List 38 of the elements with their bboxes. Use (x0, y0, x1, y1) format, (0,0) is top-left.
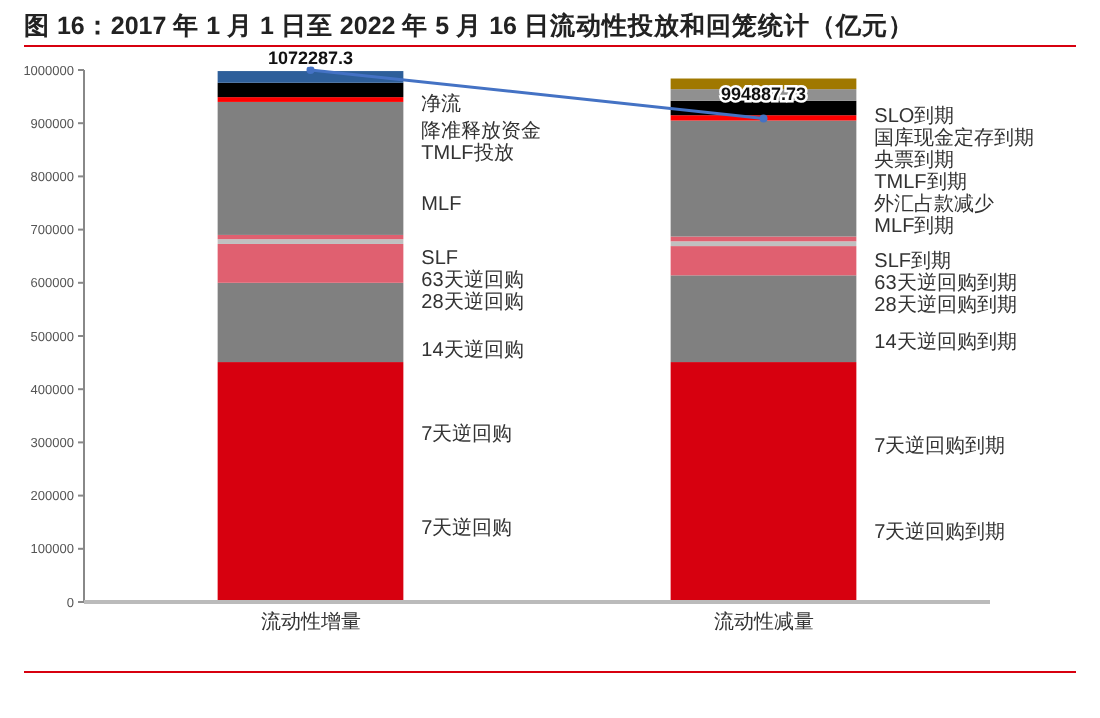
annotation: SLO到期 (874, 104, 955, 129)
annotation: 7天逆回购到期 (874, 434, 1006, 459)
bar (670, 241, 857, 247)
annotation: 外汇占款减少 (874, 192, 995, 217)
annotation: MLF (421, 194, 462, 217)
bar (670, 275, 857, 363)
bar (217, 234, 404, 240)
annotation: 国库现金定存到期 (874, 126, 1035, 151)
annotation: 63天逆回购 (421, 268, 524, 292)
bar (670, 246, 857, 276)
annotation: 28天逆回购到期 (874, 293, 1017, 317)
x-tick-label: 流动性减量 (713, 610, 814, 634)
x-tick-label: 流动性增量 (260, 610, 361, 634)
bar (670, 362, 857, 602)
annotation: SLF到期 (874, 249, 952, 273)
text: 1072287.3 (267, 48, 354, 68)
annotation: 7天逆回购 (421, 515, 513, 540)
bar (217, 82, 404, 98)
annotation: 14天逆回购 (421, 337, 524, 362)
chart-title: 图 16：2017 年 1 月 1 日至 2022 年 5 月 16 日流动性投放和回笼统计（亿元） (24, 10, 914, 40)
bar (670, 120, 857, 237)
bar (217, 243, 404, 283)
annotation: 994887.73 (720, 84, 807, 104)
annotation: 净流 (421, 92, 462, 117)
annotation: 63天逆回购到期 (874, 271, 1017, 295)
annotation: 14天逆回购到期 (874, 330, 1017, 355)
annotation: 央票到期 (874, 148, 955, 173)
annotation: TMLF到期 (874, 170, 967, 195)
annotation: 降准释放资金 (421, 119, 542, 143)
bar (217, 282, 404, 363)
annotation: TMLF投放 (421, 141, 514, 165)
annotation: MLF到期 (874, 214, 955, 239)
bar (217, 101, 404, 235)
annotation: 28天逆回购 (421, 290, 524, 314)
bar (217, 362, 404, 602)
annotation: 7天逆回购 (421, 422, 513, 447)
annotation: SLF (421, 248, 459, 270)
annotation: 7天逆回购到期 (874, 519, 1006, 544)
